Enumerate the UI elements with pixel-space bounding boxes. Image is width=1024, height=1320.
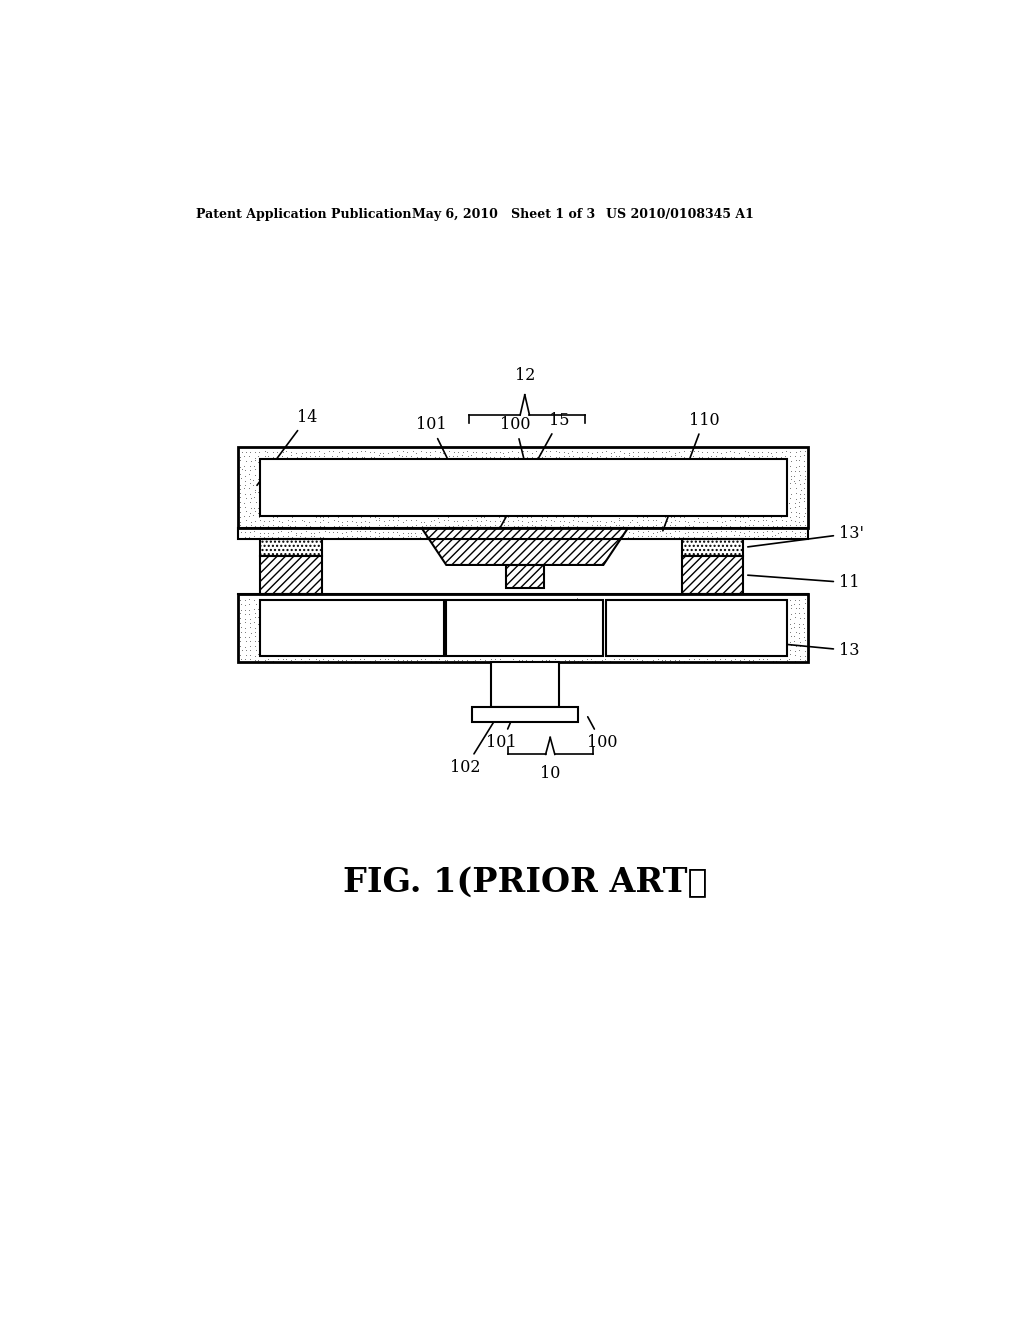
- Text: Patent Application Publication: Patent Application Publication: [196, 209, 412, 222]
- Text: 101: 101: [416, 416, 461, 484]
- Text: US 2010/0108345 A1: US 2010/0108345 A1: [606, 209, 755, 222]
- Bar: [260, 601, 444, 656]
- Bar: [682, 539, 743, 556]
- Text: May 6, 2010   Sheet 1 of 3: May 6, 2010 Sheet 1 of 3: [412, 209, 595, 222]
- Text: 102: 102: [451, 688, 515, 776]
- Text: 15: 15: [496, 412, 569, 536]
- Text: 11: 11: [748, 574, 859, 591]
- Bar: [239, 447, 808, 528]
- Bar: [239, 528, 808, 539]
- Bar: [605, 601, 786, 656]
- Bar: [260, 539, 322, 556]
- Text: 12: 12: [515, 367, 535, 384]
- Bar: [472, 706, 578, 722]
- Text: 100: 100: [587, 717, 617, 751]
- Polygon shape: [422, 528, 628, 565]
- Bar: [239, 594, 808, 663]
- Text: 13: 13: [748, 640, 859, 659]
- Bar: [490, 663, 559, 706]
- Text: 13': 13': [748, 525, 864, 546]
- Bar: [682, 556, 743, 594]
- Bar: [506, 565, 544, 589]
- Text: 110: 110: [663, 412, 720, 531]
- Text: FIG. 1(PRIOR ART）: FIG. 1(PRIOR ART）: [343, 866, 707, 899]
- Bar: [260, 556, 322, 594]
- Text: 101: 101: [486, 717, 517, 751]
- Bar: [446, 601, 603, 656]
- Text: 100: 100: [501, 416, 530, 484]
- Text: 14: 14: [257, 409, 317, 486]
- Bar: [260, 459, 786, 516]
- Text: 10: 10: [540, 766, 560, 783]
